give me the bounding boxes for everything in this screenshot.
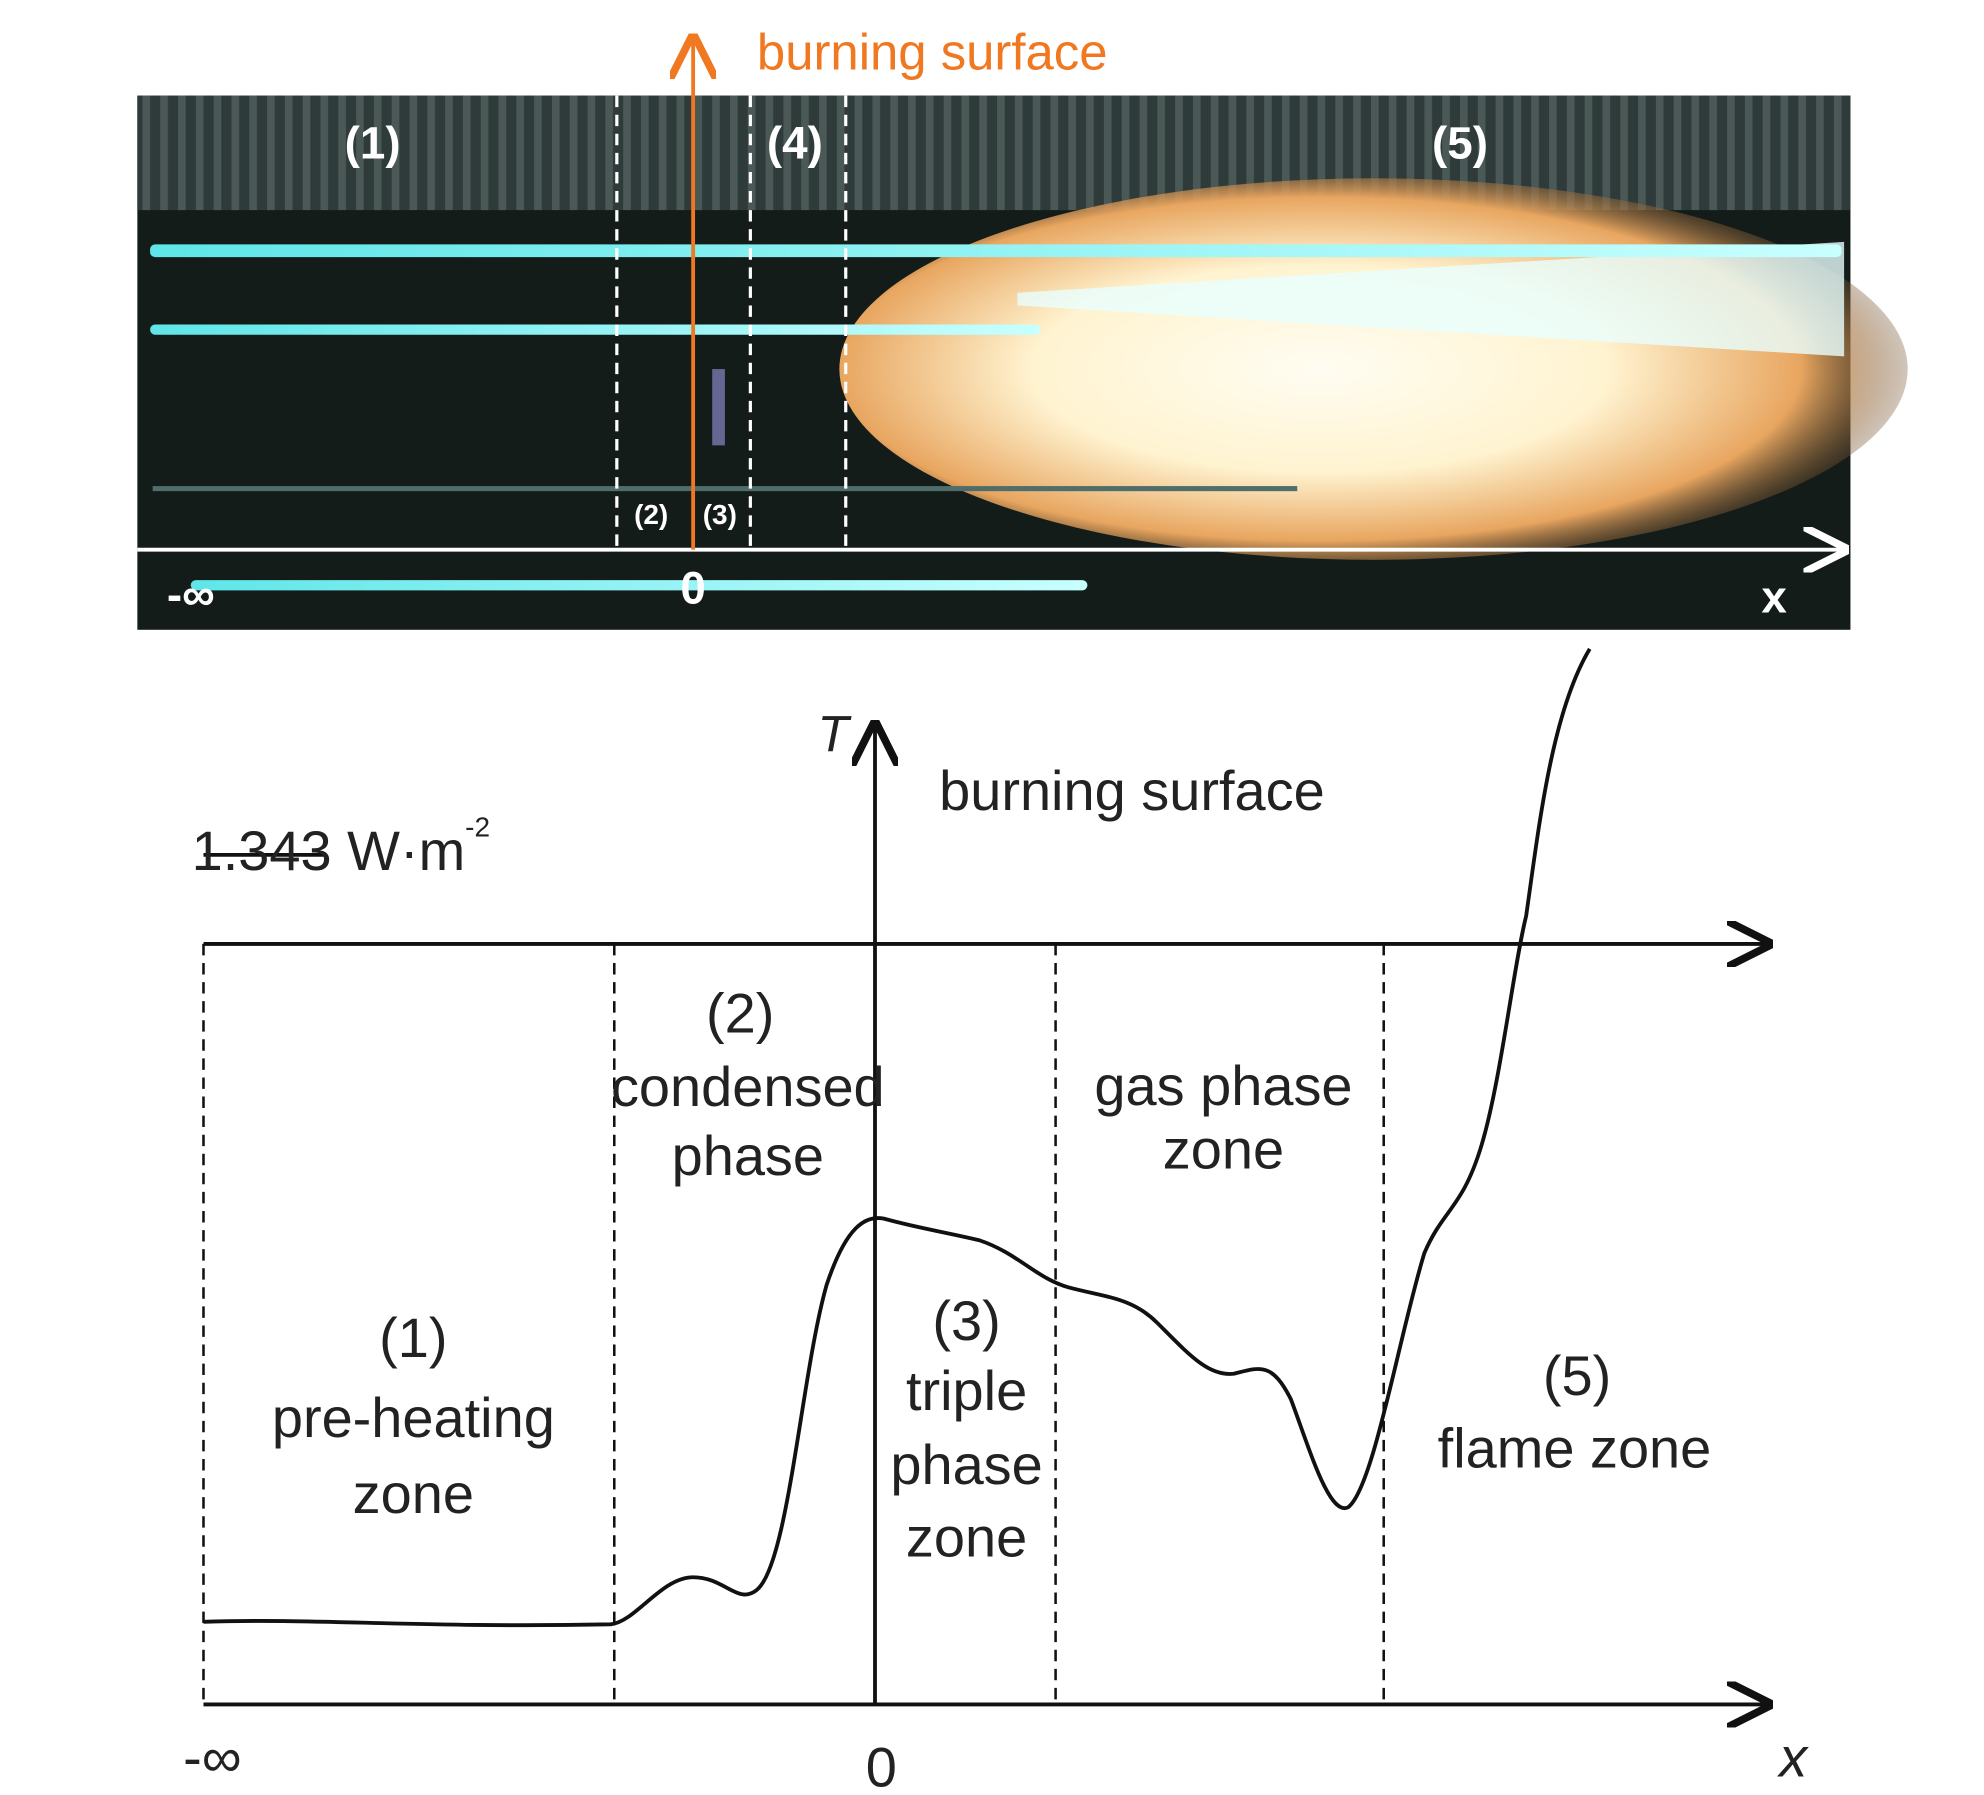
legend-unit: 1.343 W·m <box>192 819 466 882</box>
zone-text: pre-heating <box>272 1386 555 1449</box>
zone-label: (3) <box>703 499 737 530</box>
y-axis-label: T <box>817 705 852 762</box>
legend-text: 1.343 W·m-2 <box>192 812 490 882</box>
zone-number: (3) <box>932 1289 1000 1352</box>
legend-exponent: -2 <box>465 812 490 843</box>
zone-text: flame zone <box>1438 1416 1712 1479</box>
axis-label: 0 <box>680 563 705 614</box>
axis-label: -∞ <box>167 569 215 620</box>
photo: burning surface (1) (2) (3) (4) (5) -∞ 0… <box>137 24 1908 630</box>
plot: T burning surface 1.343 W·m-2 (1) pre-he… <box>183 647 1809 1795</box>
axis-label: x <box>1761 572 1787 623</box>
temperature-curve <box>203 647 1592 1628</box>
zone-text: zone <box>906 1505 1027 1568</box>
zone-text: phase <box>890 1433 1042 1496</box>
photo-title: burning surface <box>757 24 1108 81</box>
zone-number: (1) <box>379 1306 447 1369</box>
zone-label: (4) <box>767 118 823 169</box>
surface-label: burning surface <box>939 759 1325 822</box>
axis-label: x <box>1776 1725 1809 1788</box>
zone-text: zone <box>1163 1118 1284 1181</box>
zone-text: condensed <box>611 1055 885 1118</box>
zone-text: gas phase <box>1094 1054 1352 1117</box>
axis-label: -∞ <box>183 1725 242 1788</box>
zone-text: phase <box>672 1124 824 1187</box>
axis-label: 0 <box>866 1736 897 1795</box>
zone-number: (2) <box>706 981 774 1044</box>
zone-text: zone <box>353 1462 474 1525</box>
zone-number: (5) <box>1543 1344 1611 1407</box>
zone-label: (1) <box>345 118 401 169</box>
zone-label: (2) <box>634 499 668 530</box>
zone-text: triple <box>906 1359 1027 1422</box>
zone-label: (5) <box>1432 118 1488 169</box>
